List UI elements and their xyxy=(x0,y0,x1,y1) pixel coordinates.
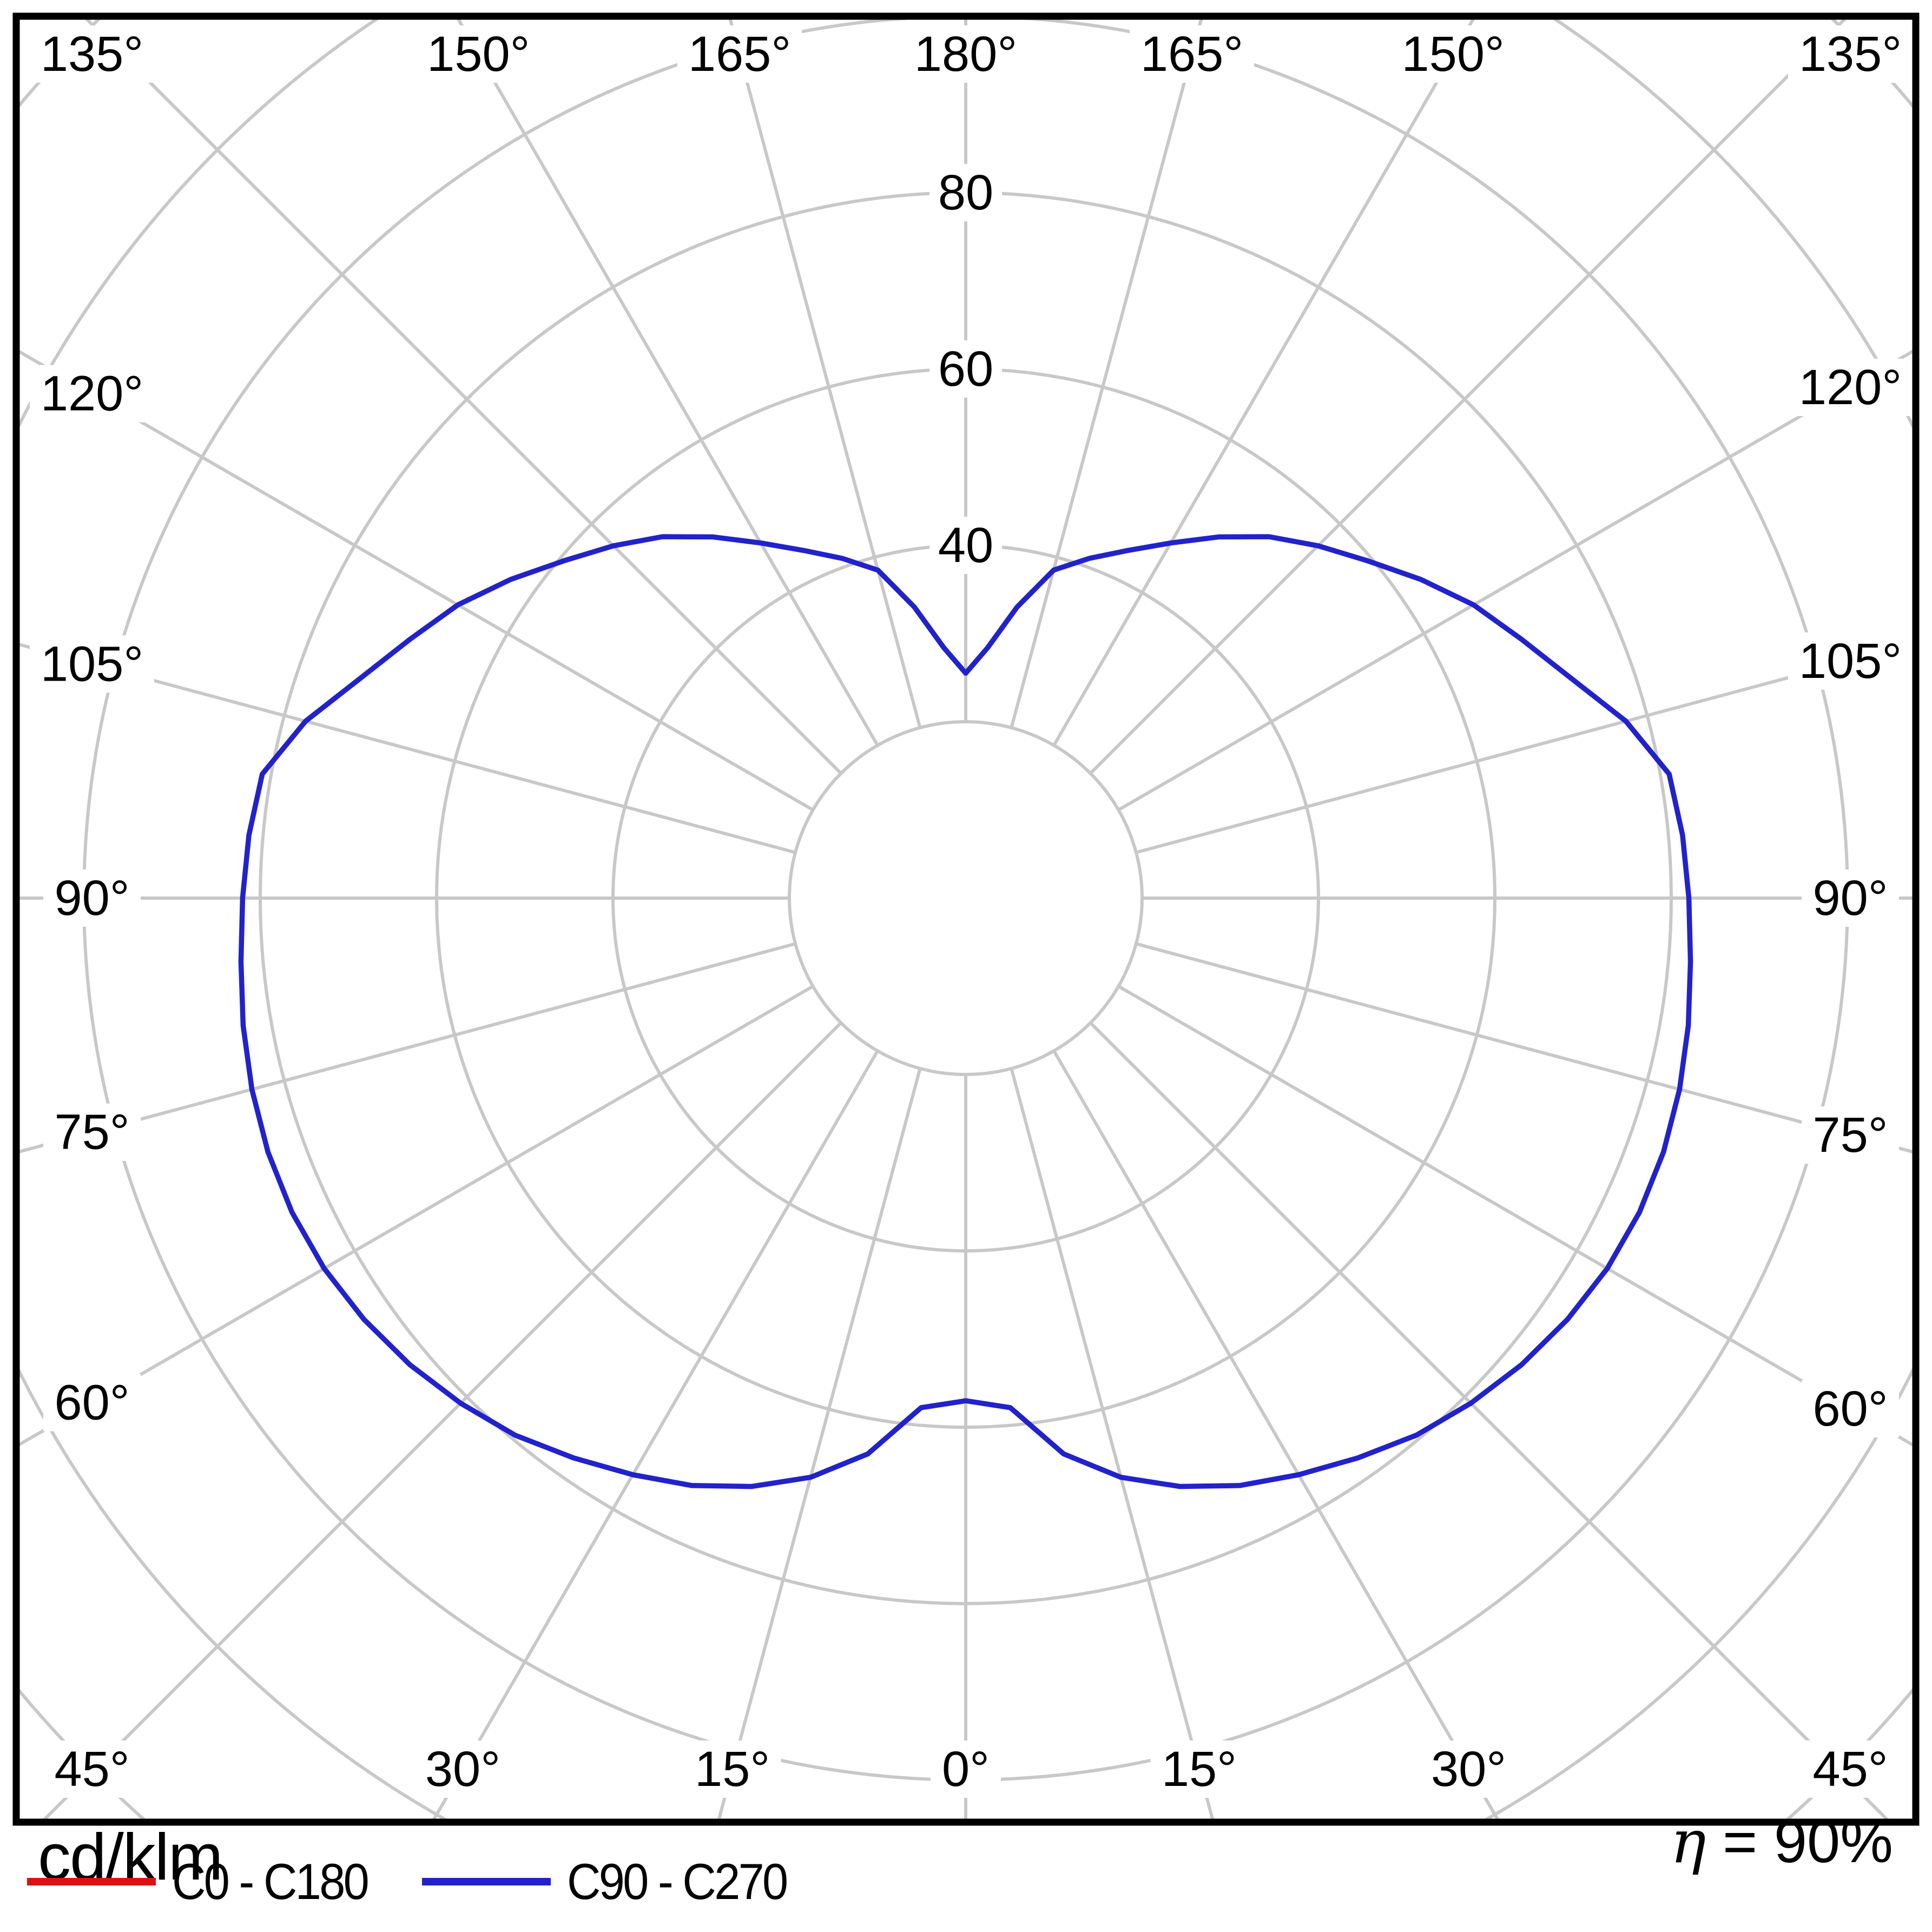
angle-label-165-right-mask xyxy=(1130,25,1255,83)
eta-equals: = xyxy=(1723,1809,1758,1875)
angle-label-165-left-mask xyxy=(677,25,802,83)
plot-border xyxy=(12,12,1920,1826)
angle-label-150-right-mask xyxy=(1390,25,1515,83)
angle-label-135-right-mask xyxy=(1788,25,1913,83)
angle-label-60-left: 60° xyxy=(54,1375,129,1430)
angle-label-75-right-mask xyxy=(1802,1106,1899,1164)
grid-spoke-105-right xyxy=(1136,642,1916,854)
curve-c90-c270 xyxy=(238,534,1693,1489)
angle-label-45-right: 45° xyxy=(1812,1742,1888,1797)
angle-label-45-left: 45° xyxy=(54,1742,129,1797)
grid-spoke-75-left xyxy=(16,942,796,1155)
angle-label-30-right-mask xyxy=(1420,1740,1518,1798)
angle-label-135-right: 135° xyxy=(1799,27,1902,82)
angle-label-90-right-mask xyxy=(1802,869,1899,927)
angle-label-105-left: 105° xyxy=(41,636,143,691)
angle-label-60-left-mask xyxy=(43,1374,141,1432)
angle-label-165-right: 165° xyxy=(1140,27,1243,82)
legend: C0 - C180 C90 - C270 xyxy=(0,1849,1932,1914)
grid-spoke-150-right xyxy=(1052,15,1476,747)
efficiency-label: η = 90% xyxy=(1671,1807,1893,1876)
angle-label-30-right: 30° xyxy=(1431,1742,1506,1797)
angle-label-30-left: 30° xyxy=(425,1742,500,1797)
angle-label-180-mask xyxy=(904,25,1028,83)
angle-label-0: 0° xyxy=(942,1742,990,1797)
grid-spoke-165-right xyxy=(1010,16,1204,728)
angle-label-150-left-mask xyxy=(416,25,541,83)
angle-label-135-left-mask xyxy=(30,25,154,83)
radial-label-80: 80 xyxy=(938,165,993,220)
angle-label-120-left-mask xyxy=(30,365,154,423)
angle-label-45-left-mask xyxy=(43,1740,141,1798)
grid-spoke-150-left xyxy=(455,15,879,747)
legend-item-c0-c180: C0 - C180 xyxy=(27,1849,384,1914)
grid-spoke-45-right xyxy=(1089,1021,1891,1824)
radial-label-60: 60 xyxy=(938,341,993,397)
angle-label-15-left: 15° xyxy=(695,1742,770,1797)
angle-label-120-left: 120° xyxy=(41,366,143,421)
grid-spoke-165-left xyxy=(728,16,922,728)
angle-label-60-right-mask xyxy=(1802,1380,1899,1438)
radial-label-60-mask xyxy=(929,340,1002,398)
angle-label-105-right: 105° xyxy=(1799,634,1902,689)
grid-spoke-135-left xyxy=(82,15,842,775)
radial-label-40: 40 xyxy=(938,518,993,573)
angle-label-30-left-mask xyxy=(414,1740,512,1798)
angle-label-75-right: 75° xyxy=(1812,1107,1888,1163)
angle-label-75-left: 75° xyxy=(54,1105,129,1160)
angle-label-135-left: 135° xyxy=(41,27,143,82)
grid-spoke-30-right xyxy=(1052,1050,1501,1823)
angle-label-180: 180° xyxy=(914,27,1017,82)
angle-label-150-right: 150° xyxy=(1402,27,1505,82)
angle-label-75-left-mask xyxy=(43,1103,141,1161)
grid-spoke-45-left xyxy=(40,1021,842,1824)
legend-swatch-c90-c270 xyxy=(422,1878,551,1885)
angle-label-165-left: 165° xyxy=(688,27,791,82)
radial-label-40-mask xyxy=(929,517,1002,574)
angle-label-150-left: 150° xyxy=(427,27,530,82)
legend-label-c0-c180: C0 - C180 xyxy=(172,1853,370,1910)
angle-label-120-right-mask xyxy=(1788,359,1913,417)
angle-label-15-left-mask xyxy=(683,1740,781,1798)
angle-label-90-right: 90° xyxy=(1812,871,1888,926)
grid-spoke-120-left xyxy=(15,348,814,812)
angle-label-105-right-mask xyxy=(1788,632,1913,690)
grid-spoke-15-left xyxy=(716,1068,922,1823)
angle-label-15-right: 15° xyxy=(1162,1742,1237,1797)
grid-spoke-120-right xyxy=(1117,348,1917,812)
grid-spoke-75-right xyxy=(1136,942,1916,1155)
angle-label-15-right-mask xyxy=(1150,1740,1248,1798)
grid-spoke-15-right xyxy=(1010,1068,1215,1823)
angle-label-90-left-mask xyxy=(43,869,141,927)
eta-value: 90% xyxy=(1773,1809,1893,1875)
eta-symbol: η xyxy=(1670,1807,1706,1876)
grid-spoke-135-right xyxy=(1089,15,1849,775)
legend-label-c90-c270: C90 - C270 xyxy=(567,1853,788,1910)
grid-spoke-60-right xyxy=(1117,985,1917,1448)
angle-label-0-mask xyxy=(931,1740,1001,1798)
grid-ring-20 xyxy=(788,720,1144,1076)
grid-spoke-30-left xyxy=(431,1050,879,1823)
legend-item-c90-c270: C90 - C270 xyxy=(422,1849,806,1914)
angle-label-120-right: 120° xyxy=(1799,360,1902,415)
angle-label-60-right: 60° xyxy=(1812,1381,1888,1436)
angle-label-45-right-mask xyxy=(1802,1740,1899,1798)
angle-label-105-left-mask xyxy=(30,635,154,693)
legend-swatch-c0-c180 xyxy=(27,1878,156,1885)
angle-label-90-left: 90° xyxy=(54,871,129,926)
grid-spoke-60-left xyxy=(15,985,814,1448)
radial-label-80-mask xyxy=(929,164,1002,221)
